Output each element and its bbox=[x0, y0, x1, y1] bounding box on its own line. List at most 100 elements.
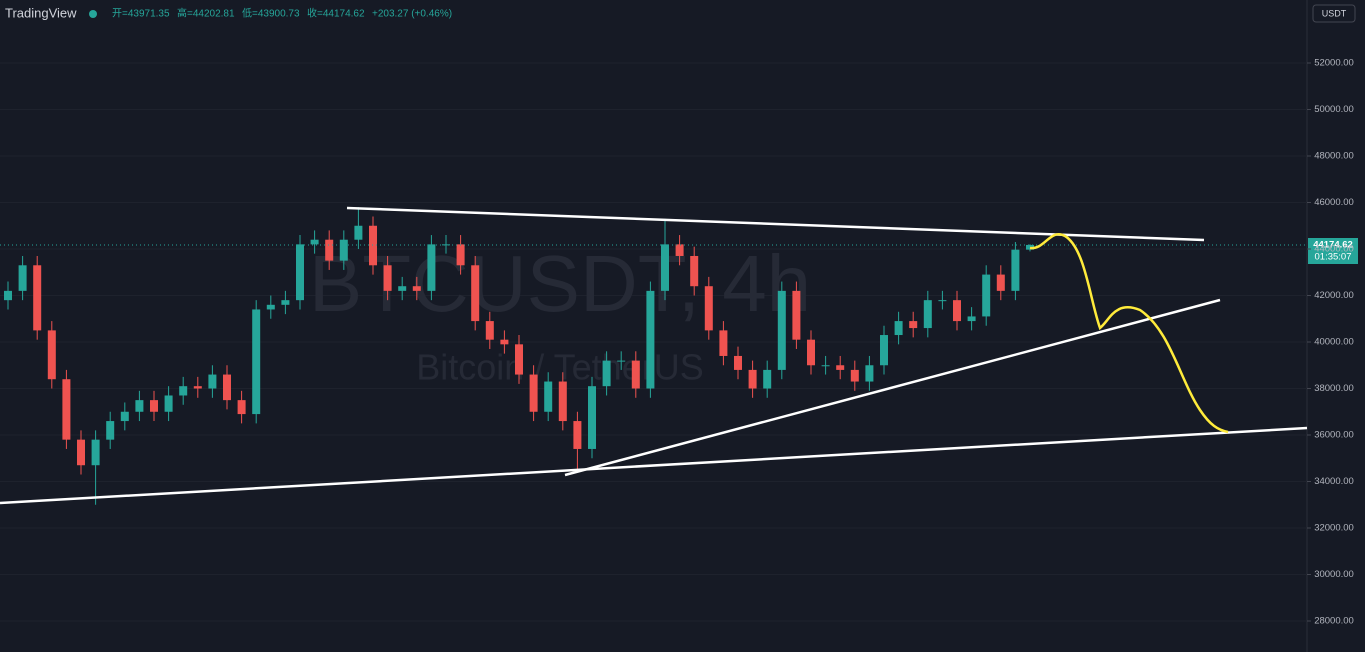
y-tick-label: 44000.00 bbox=[1314, 244, 1354, 255]
candle-body bbox=[120, 411, 129, 422]
candle-body bbox=[193, 386, 202, 389]
candle-body bbox=[1026, 244, 1034, 250]
candle-body bbox=[33, 265, 42, 331]
candle-body bbox=[383, 265, 392, 291]
trend-line bbox=[0, 426, 1308, 505]
grid bbox=[0, 62, 1307, 622]
watermark: BTCUSDT, 4h bbox=[309, 239, 811, 328]
candle-body bbox=[646, 290, 655, 389]
candle-body bbox=[558, 381, 567, 422]
candle-body bbox=[296, 244, 304, 301]
y-tick-label: 34000.00 bbox=[1314, 476, 1354, 487]
y-tick-label: 32000.00 bbox=[1314, 523, 1354, 534]
ohlc-low: 低=43900.73 bbox=[242, 7, 300, 20]
candle-body bbox=[690, 255, 699, 287]
candle-body bbox=[807, 339, 815, 366]
trend-line bbox=[564, 298, 1221, 477]
y-tick-label: 52000.00 bbox=[1314, 58, 1354, 69]
candle-body bbox=[865, 365, 874, 382]
candles bbox=[4, 207, 1034, 505]
y-tick-label: 50000.00 bbox=[1314, 104, 1354, 115]
candle-body bbox=[923, 300, 932, 329]
candle-body bbox=[179, 386, 188, 396]
y-tick-label: 42000.00 bbox=[1314, 290, 1354, 301]
candle-body bbox=[777, 290, 786, 370]
candle-body bbox=[471, 265, 480, 322]
candle-body bbox=[150, 400, 158, 412]
change: +203.27 (+0.46%) bbox=[372, 9, 452, 20]
candle-body bbox=[982, 274, 991, 317]
candle-body bbox=[164, 395, 173, 412]
y-tick-label: 38000.00 bbox=[1314, 383, 1354, 394]
candle-body bbox=[792, 290, 801, 340]
candle-body bbox=[485, 321, 494, 340]
price-tag bbox=[1308, 238, 1358, 264]
candle-body bbox=[631, 360, 640, 389]
status-dot bbox=[89, 10, 97, 18]
candle-body bbox=[47, 330, 56, 380]
candle-body bbox=[4, 290, 12, 301]
candle-body bbox=[967, 316, 976, 322]
currency[interactable]: USDT bbox=[1322, 8, 1347, 18]
y-tick-label: 36000.00 bbox=[1314, 430, 1354, 441]
ohlc-high: 高=44202.81 bbox=[177, 7, 235, 20]
candle-body bbox=[500, 339, 509, 345]
candle-body bbox=[18, 265, 27, 291]
candle-body bbox=[836, 365, 845, 370]
candle-body bbox=[996, 274, 1005, 291]
candle-body bbox=[369, 225, 377, 266]
candle-body bbox=[938, 300, 947, 302]
candle-body bbox=[412, 286, 421, 291]
ohlc-close: 收=44174.62 bbox=[307, 7, 365, 20]
candle-body bbox=[325, 239, 334, 261]
y-tick-label: 40000.00 bbox=[1314, 337, 1354, 348]
candle-body bbox=[894, 321, 903, 336]
candle-body bbox=[704, 286, 713, 331]
watermark-subtitle: Bitcoin / TetherUS bbox=[416, 347, 703, 388]
candle-body bbox=[821, 365, 830, 367]
candle-body bbox=[734, 355, 742, 370]
candle-body bbox=[398, 286, 407, 291]
candle-body bbox=[588, 386, 596, 449]
candle-body bbox=[106, 421, 115, 440]
candle-body bbox=[515, 344, 523, 375]
candle-body bbox=[266, 304, 275, 310]
candle-body bbox=[339, 239, 348, 261]
projection-curve bbox=[1029, 233, 1229, 434]
ohlc-open: 开=43971.35 bbox=[112, 9, 170, 20]
candle-body bbox=[237, 400, 246, 415]
candle-body bbox=[953, 300, 961, 322]
candle-body bbox=[602, 360, 611, 387]
candle-body bbox=[909, 321, 918, 329]
candle-body bbox=[354, 225, 363, 240]
y-tick-label: 28000.00 bbox=[1314, 616, 1354, 627]
candle-body bbox=[529, 374, 538, 412]
candle-body bbox=[442, 244, 450, 246]
candle-body bbox=[310, 239, 319, 245]
candle-body bbox=[661, 244, 669, 291]
candle-body bbox=[544, 381, 553, 412]
y-tick-label: 48000.00 bbox=[1314, 151, 1354, 162]
candle-body bbox=[748, 369, 757, 389]
candle-body bbox=[427, 244, 436, 291]
candle-body bbox=[675, 244, 684, 256]
y-tick-label: 46000.00 bbox=[1314, 197, 1354, 208]
brand: TradingView bbox=[5, 5, 77, 20]
y-tick-label: 30000.00 bbox=[1314, 569, 1354, 580]
candle-body bbox=[208, 374, 217, 389]
candle-body bbox=[77, 439, 85, 466]
candle-body bbox=[617, 360, 626, 362]
last-price-label: 44174.62 bbox=[1313, 240, 1353, 251]
candle-body bbox=[91, 439, 100, 466]
candle-body bbox=[573, 421, 582, 449]
countdown: 01:35:07 bbox=[1315, 252, 1352, 263]
candle-body bbox=[252, 309, 261, 415]
candle-body bbox=[880, 335, 888, 366]
candle-body bbox=[223, 374, 231, 401]
candle-body bbox=[719, 330, 728, 356]
currency-button[interactable] bbox=[1312, 4, 1356, 23]
candle-body bbox=[850, 369, 859, 382]
